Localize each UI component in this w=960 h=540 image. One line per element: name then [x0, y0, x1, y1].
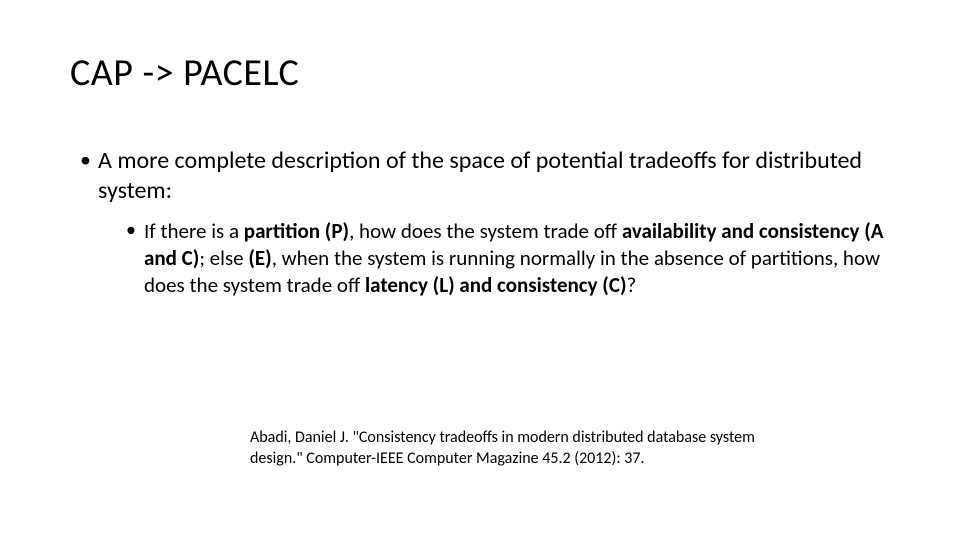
sub-bold-3: (E): [248, 245, 271, 271]
slide: CAP -> PACELC A more complete descriptio…: [0, 0, 960, 540]
bullet-list-level2: If there is a partition (P), how does th…: [98, 218, 890, 299]
sub-bullet-item-1: If there is a partition (P), how does th…: [126, 218, 890, 299]
sub-text-1: If there is a: [144, 218, 244, 244]
sub-bold-1: partition (P): [244, 218, 349, 244]
bullet-list-level1: A more complete description of the space…: [70, 146, 890, 299]
bullet-1-text: A more complete description of the space…: [98, 146, 862, 205]
slide-title: CAP -> PACELC: [70, 50, 890, 96]
sub-text-3: ; else: [199, 245, 248, 271]
bullet-item-1: A more complete description of the space…: [80, 146, 890, 299]
sub-text-5: ?: [627, 272, 637, 298]
sub-bold-4: latency (L) and consistency (C): [365, 272, 627, 298]
citation-text: Abadi, Daniel J. "Consistency tradeoffs …: [250, 428, 810, 470]
sub-text-2: , how does the system trade off: [349, 218, 622, 244]
